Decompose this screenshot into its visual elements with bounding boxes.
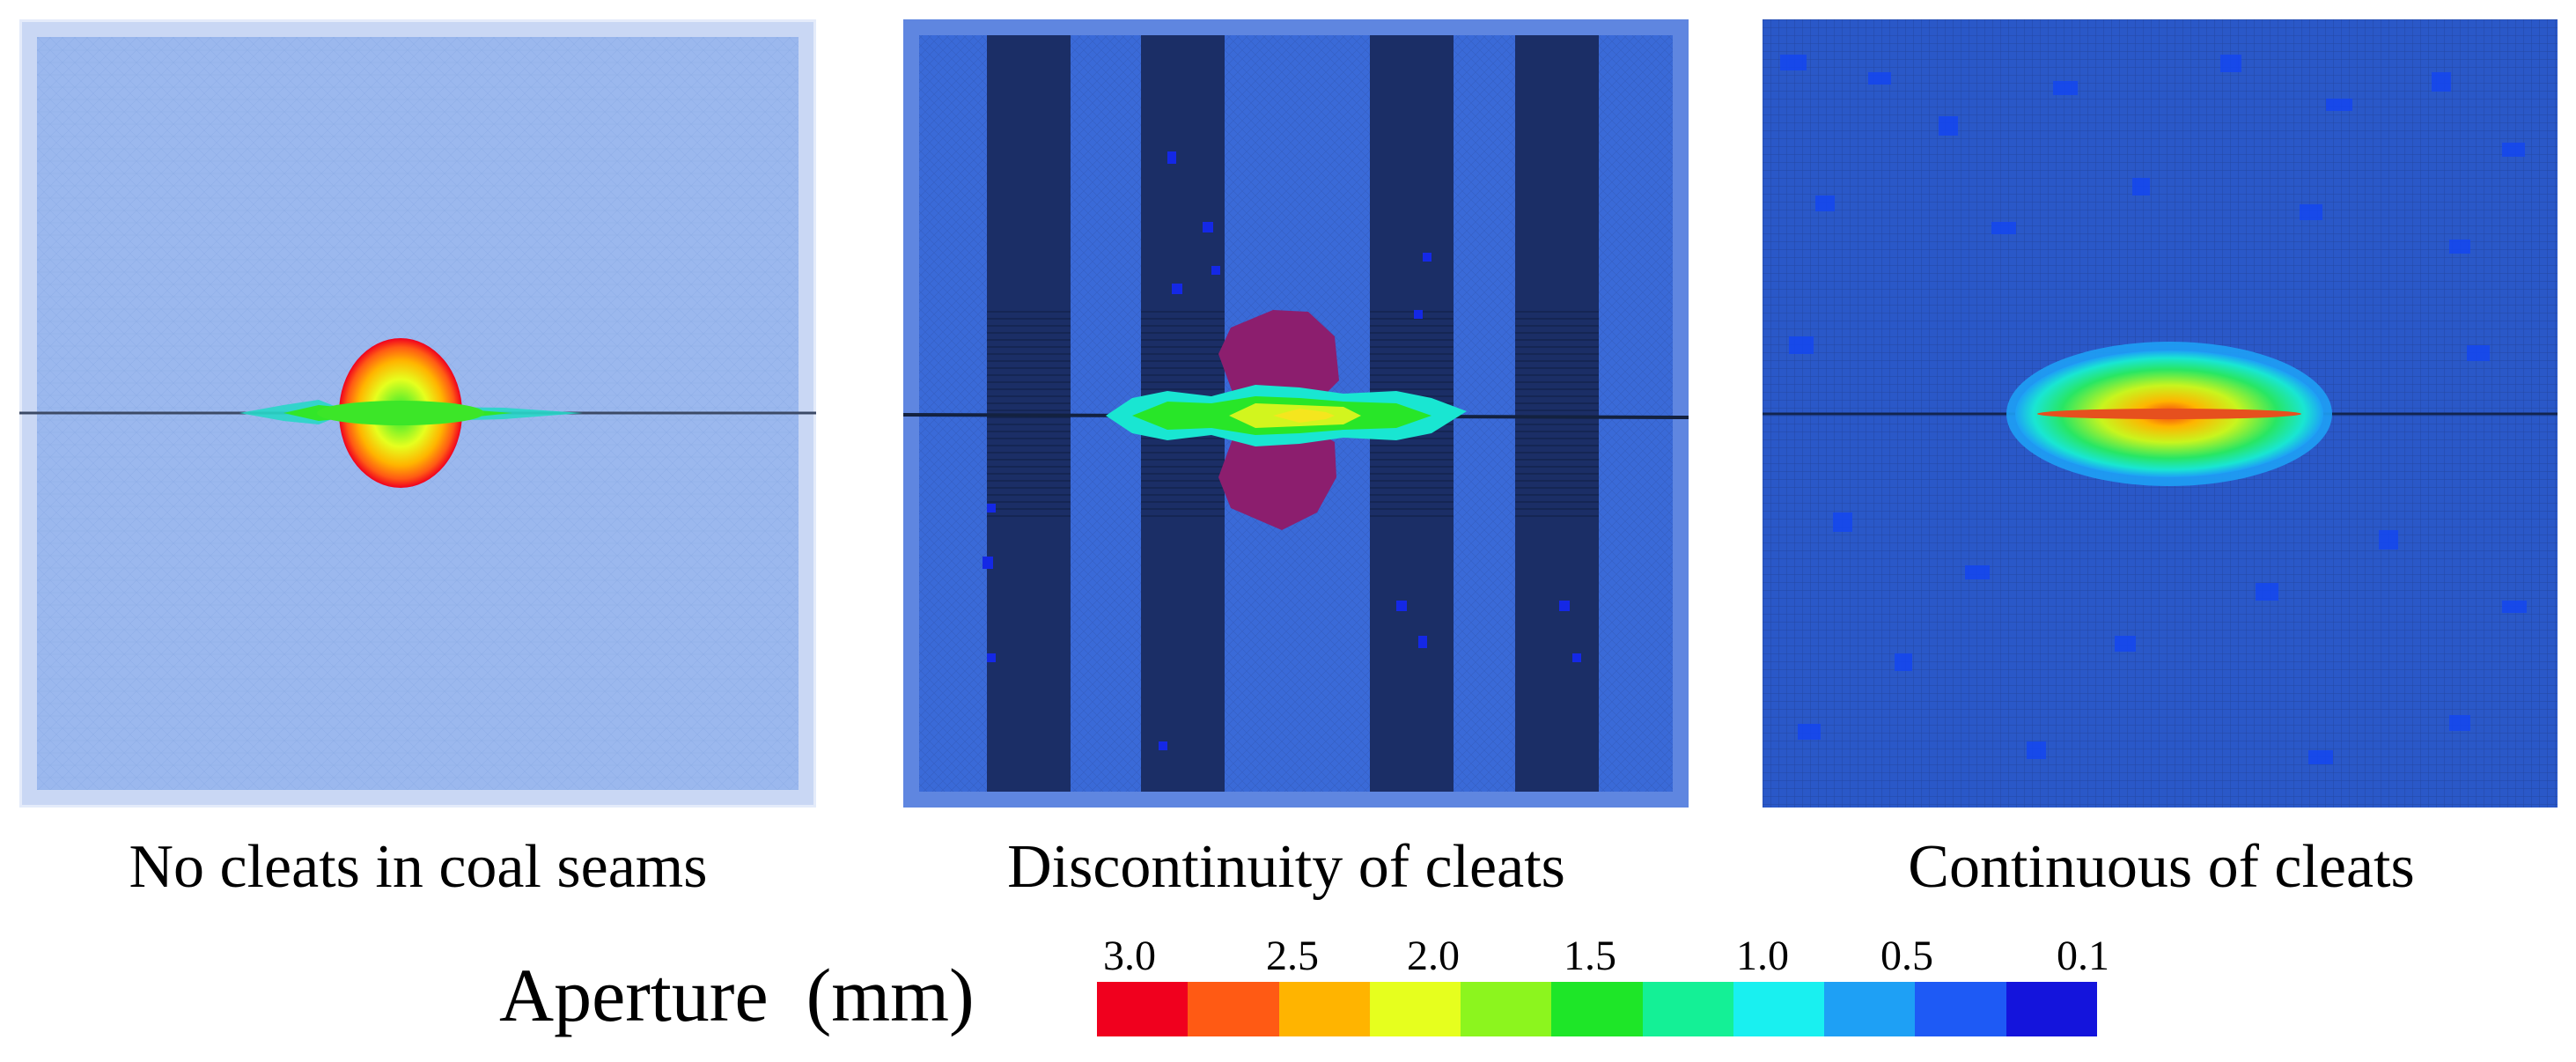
legend-tick-0-5: 0.5	[1880, 933, 1933, 979]
panel-discontinuity-of-cleats	[903, 19, 1689, 808]
simulation-image-continuous-of-cleats	[1763, 19, 2558, 808]
legend-color-segment-2	[1188, 982, 1279, 1036]
panel-continuous-of-cleats	[1763, 19, 2558, 808]
caption-continuous-of-cleats: Continuous of cleats	[1908, 833, 2415, 901]
caption-discontinuity-of-cleats: Discontinuity of cleats	[1007, 833, 1565, 901]
legend-color-segment-6	[1551, 982, 1643, 1036]
legend-tick-1-0: 1.0	[1736, 933, 1789, 979]
legend-color-segment-4	[1369, 982, 1461, 1036]
legend-color-segment-9	[1824, 982, 1916, 1036]
legend-color-segment-8	[1733, 982, 1825, 1036]
legend-color-segment-1	[1097, 982, 1189, 1036]
legend-tick-1-5: 1.5	[1564, 933, 1616, 979]
caption-no-cleats: No cleats in coal seams	[129, 833, 708, 901]
legend-color-segment-10	[1915, 982, 2006, 1036]
legend-color-segment-5	[1461, 982, 1552, 1036]
legend-tick-3-0: 3.0	[1103, 933, 1156, 979]
legend-color-segment-7	[1642, 982, 1733, 1036]
panel-no-cleats	[19, 19, 816, 808]
legend-color-segment-11	[2006, 982, 2097, 1036]
legend-color-segment-3	[1278, 982, 1370, 1036]
simulation-image-no-cleats	[19, 19, 816, 808]
legend-tick-2-5: 2.5	[1266, 933, 1319, 979]
legend-tick-2-0: 2.0	[1407, 933, 1460, 979]
legend-title: Aperture (mm)	[499, 953, 975, 1037]
simulation-image-discontinuity-of-cleats	[903, 19, 1689, 808]
aperture-color-bar	[1097, 982, 2097, 1036]
legend-tick-0-1: 0.1	[2057, 933, 2109, 979]
